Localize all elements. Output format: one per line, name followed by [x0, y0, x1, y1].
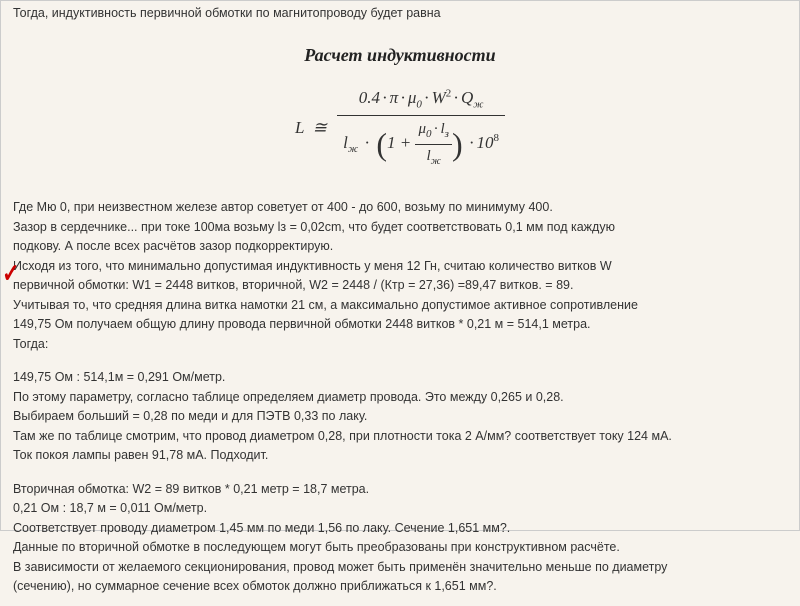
- text-line: Тогда:: [13, 336, 787, 354]
- text-line: Где Мю 0, при неизвестном железе автор с…: [13, 199, 787, 217]
- text-line: Зазор в сердечнике... при токе 100ма воз…: [13, 219, 787, 237]
- spacer: [13, 355, 787, 369]
- inner-fraction: μ0·lз lж: [415, 119, 452, 169]
- text-line: 0,21 Ом : 18,7 м = 0,011 Ом/метр.: [13, 500, 787, 518]
- document-body: Тогда, индуктивность первичной обмотки п…: [1, 1, 799, 606]
- numerator: 0.4·π·μ0·W2·Qж: [337, 86, 505, 117]
- approx-sign: ≅: [313, 118, 327, 137]
- text-line: Там же по таблице смотрим, что провод ди…: [13, 428, 787, 446]
- text-line: Учитывая то, что средняя длина витка нам…: [13, 297, 787, 315]
- inductance-formula: L ≅ 0.4·π·μ0·W2·Qж lж · (1 + μ0·lз lж ) …: [13, 86, 787, 170]
- text-line: 149,75 Ом : 514,1м = 0,291 Ом/метр.: [13, 369, 787, 387]
- formula-title: Расчет индуктивности: [13, 43, 787, 68]
- text-line: В зависимости от желаемого секционирован…: [13, 559, 787, 577]
- text-line: первичной обмотки: W1 = 2448 витков, вто…: [13, 277, 787, 295]
- text-line: Данные по вторичной обмотке в последующе…: [13, 539, 787, 557]
- text-line: Вторичная обмотка: W2 = 89 витков * 0,21…: [13, 481, 787, 499]
- text-line: (сечению), но суммарное сечение всех обм…: [13, 578, 787, 596]
- formula-lhs: L: [295, 118, 304, 137]
- text-line: Исходя из того, что минимально допустима…: [13, 258, 787, 276]
- main-fraction: 0.4·π·μ0·W2·Qж lж · (1 + μ0·lз lж ) ·108: [337, 86, 505, 170]
- spacer: [13, 467, 787, 481]
- text-line: 149,75 Ом получаем общую длину провода п…: [13, 316, 787, 334]
- denominator: lж · (1 + μ0·lз lж ) ·108: [337, 116, 505, 169]
- intro-line: Тогда, индуктивность первичной обмотки п…: [13, 5, 787, 23]
- text-line: По этому параметру, согласно таблице опр…: [13, 389, 787, 407]
- text-line: Соответствует проводу диаметром 1,45 мм …: [13, 520, 787, 538]
- text-line: Выбираем больший = 0,28 по меди и для ПЭ…: [13, 408, 787, 426]
- text-line: Ток покоя лампы равен 91,78 мА. Подходит…: [13, 447, 787, 465]
- text-line: подкову. А после всех расчётов зазор под…: [13, 238, 787, 256]
